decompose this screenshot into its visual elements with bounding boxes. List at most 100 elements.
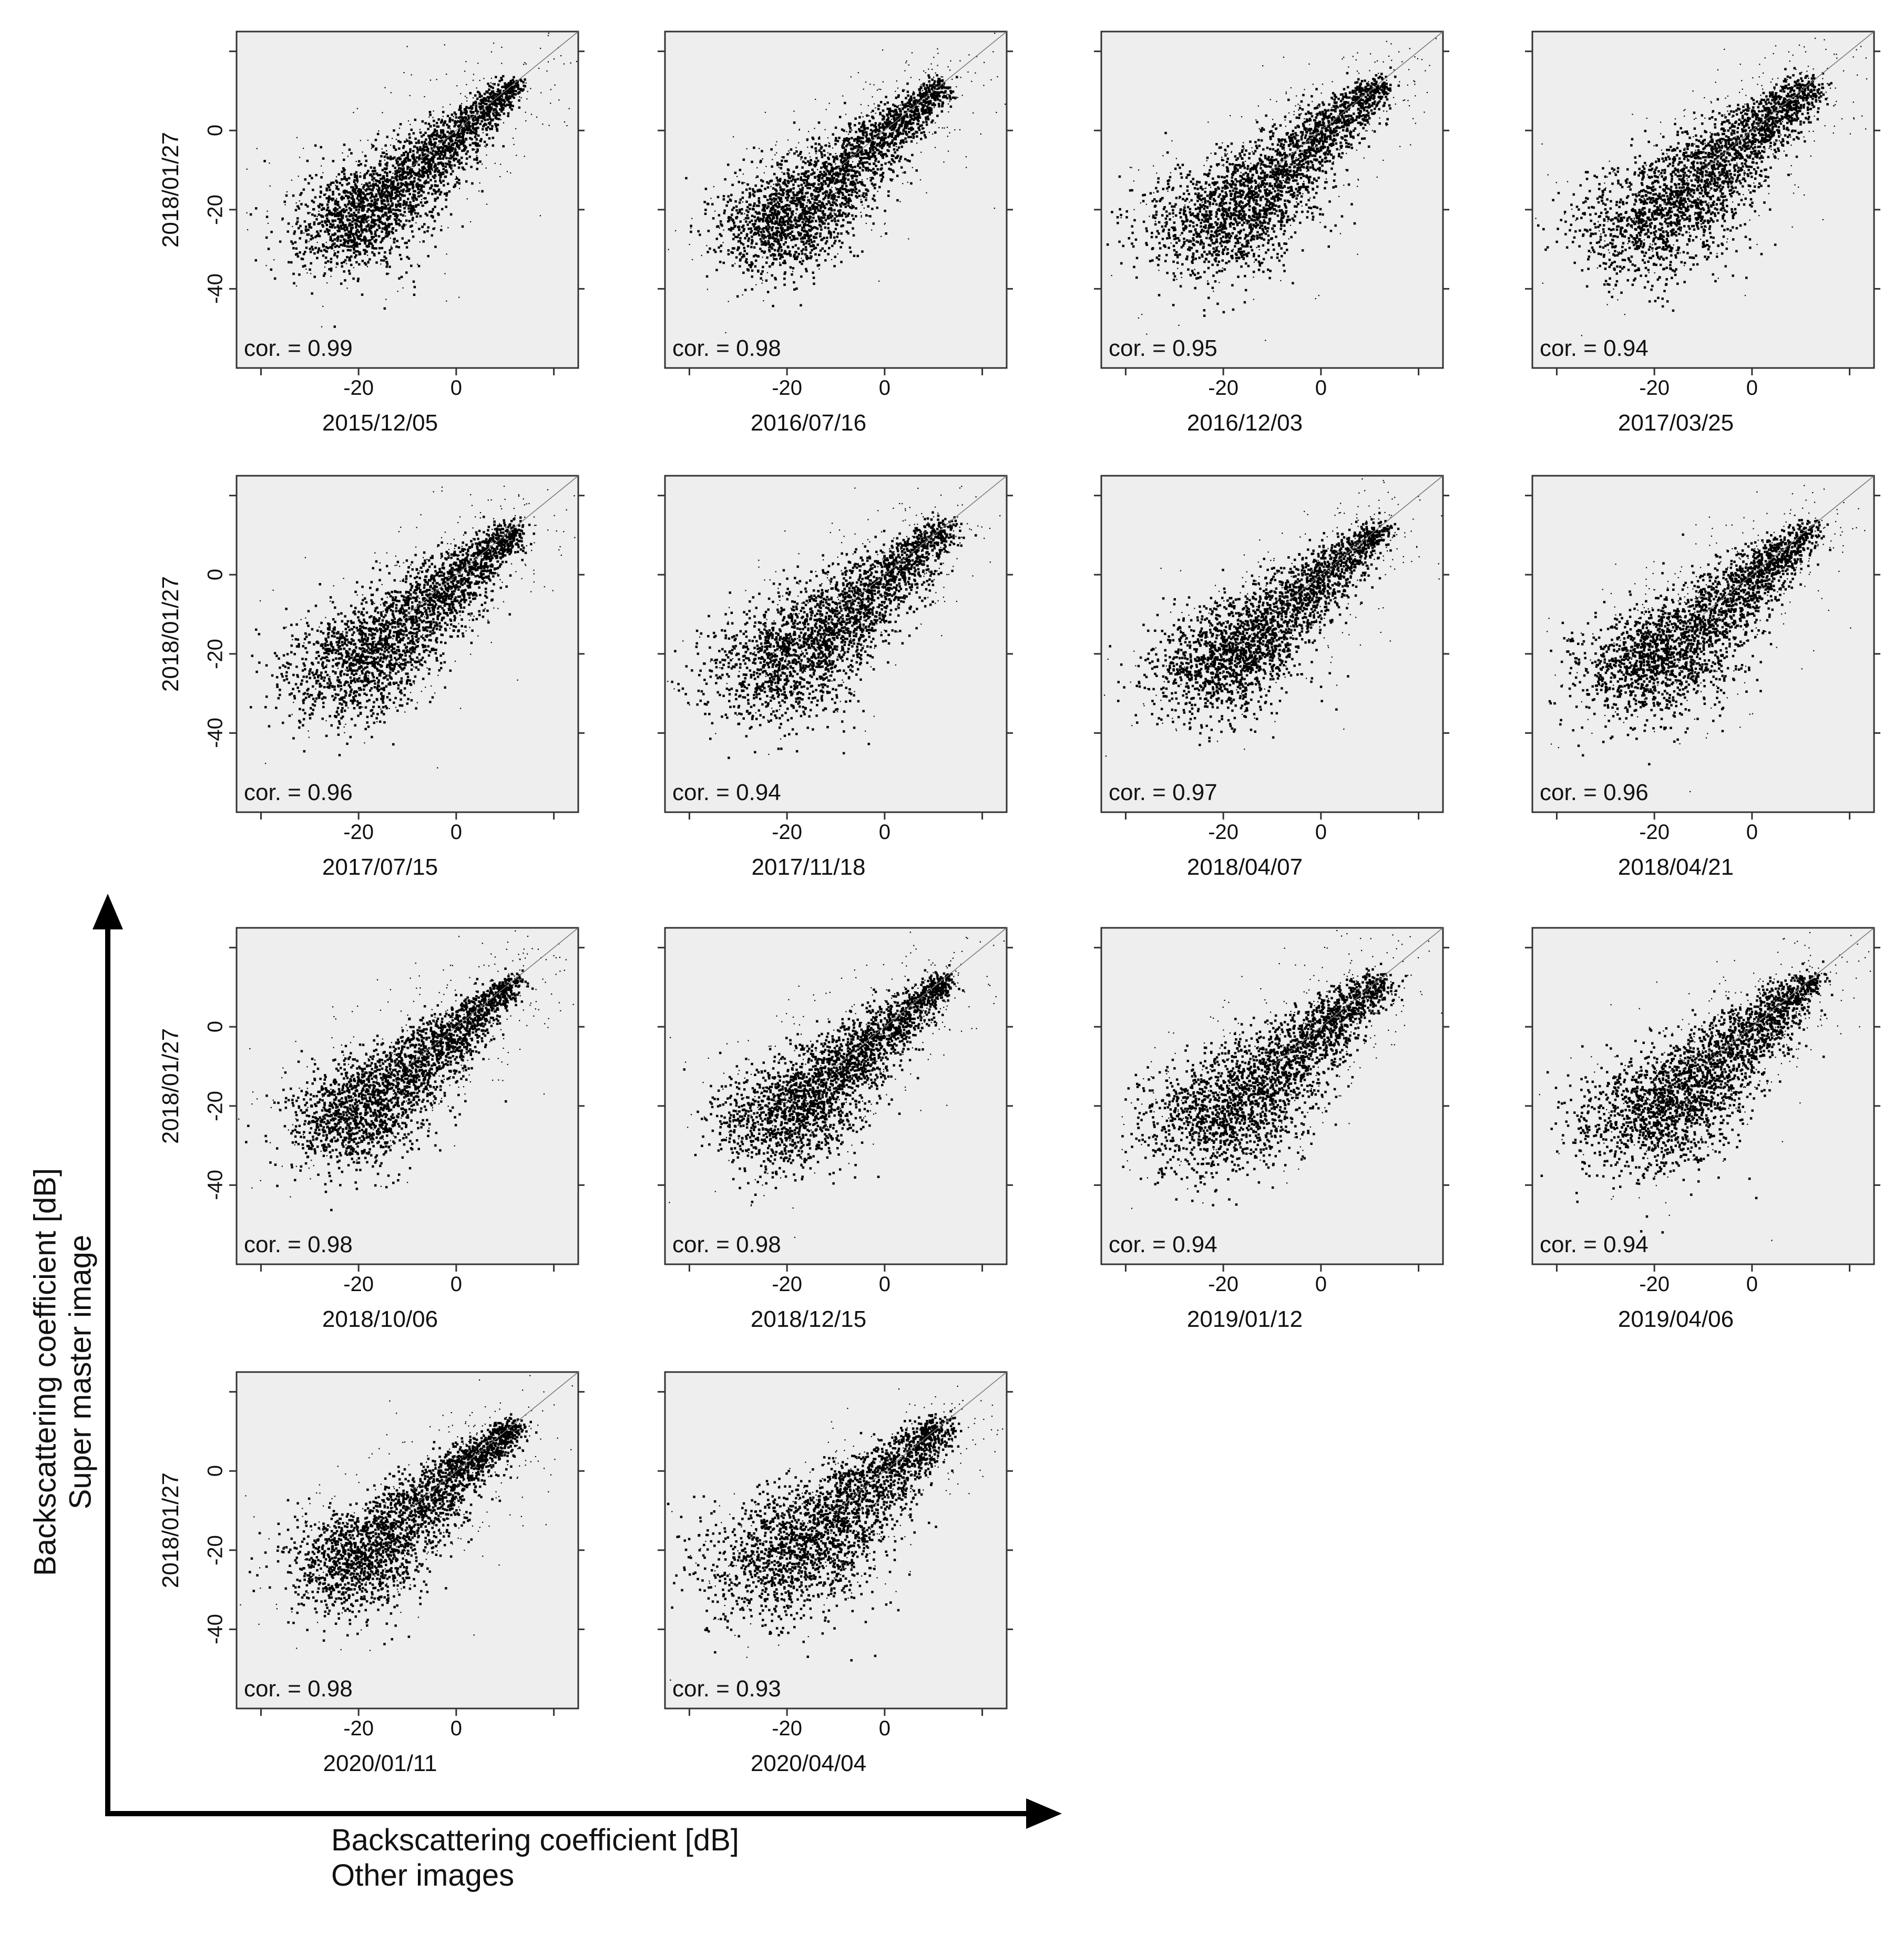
scatter-point <box>375 193 378 196</box>
scatter-point <box>467 118 468 120</box>
scatter-point <box>329 226 332 228</box>
scatter-point <box>783 272 786 275</box>
scatter-point <box>345 205 347 208</box>
scatter-point <box>495 114 498 117</box>
scatter-point <box>388 185 391 188</box>
scatter-point <box>446 124 448 126</box>
scatter-point <box>358 225 361 228</box>
scatter-point <box>828 230 831 233</box>
scatter-point <box>458 144 460 147</box>
scatter-point <box>332 181 335 184</box>
scatter-point <box>450 137 453 140</box>
scatter-point <box>314 144 317 147</box>
scatter-point <box>872 142 875 145</box>
scatter-point <box>872 153 875 156</box>
scatter-point <box>878 126 881 129</box>
scatter-point <box>387 211 390 214</box>
scatter-point <box>824 194 827 197</box>
scatter-point <box>360 172 361 173</box>
scatter-point <box>744 289 747 291</box>
scatter-point <box>818 177 821 180</box>
scatter-point <box>937 84 940 87</box>
scatter-point <box>919 86 922 89</box>
scatter-point <box>712 217 715 220</box>
scatter-point <box>801 172 803 175</box>
scatter-point <box>490 77 492 79</box>
scatter-point <box>479 182 480 184</box>
scatter-point <box>286 191 288 192</box>
scatter-point <box>353 248 355 251</box>
scatter-point <box>898 160 901 162</box>
scatter-point <box>433 156 436 158</box>
scatter-point <box>459 105 462 107</box>
scatter-point <box>371 148 372 149</box>
scatter-point <box>879 111 882 115</box>
scatter-point <box>757 225 760 228</box>
scatter-point <box>954 96 957 99</box>
scatter-point <box>754 222 756 225</box>
scatter-point <box>386 191 390 194</box>
scatter-point <box>478 95 481 98</box>
scatter-point <box>796 237 799 240</box>
scatter-point <box>429 179 432 181</box>
scatter-point <box>320 146 322 149</box>
scatter-point <box>900 120 904 123</box>
scatter-point <box>394 177 397 180</box>
scatter-point <box>473 101 475 104</box>
scatter-point <box>808 187 811 190</box>
scatter-point <box>834 182 836 185</box>
scatter-point <box>417 187 419 189</box>
scatter-point <box>824 182 827 185</box>
scatter-point <box>330 181 333 184</box>
scatter-point <box>364 252 366 255</box>
scatter-point <box>373 177 375 180</box>
scatter-point <box>510 108 514 111</box>
scatter-point <box>827 200 830 203</box>
scatter-point <box>907 105 910 107</box>
scatter-point <box>346 183 349 186</box>
scatter-point <box>473 127 475 130</box>
scatter-point <box>399 220 402 223</box>
scatter-point <box>871 145 874 148</box>
scatter-point <box>831 167 833 170</box>
scatter-point <box>896 149 899 151</box>
scatter-point <box>723 209 726 212</box>
scatter-point <box>465 61 467 63</box>
scatter-point <box>811 227 814 229</box>
scatter-point <box>849 251 852 253</box>
scatter-point <box>768 250 771 253</box>
scatter-point <box>351 203 354 207</box>
scatter-point <box>769 245 771 248</box>
scatter-point <box>465 109 466 111</box>
scatter-point <box>416 212 419 215</box>
scatter-point <box>349 191 351 194</box>
scatter-point <box>305 268 307 270</box>
scatter-point <box>893 144 895 147</box>
scatter-point <box>887 117 890 119</box>
scatter-point <box>885 232 887 235</box>
scatter-point <box>372 236 375 239</box>
scatter-point <box>326 229 330 232</box>
scatter-point <box>887 142 890 145</box>
scatter-point <box>810 159 812 161</box>
scatter-point <box>391 186 393 189</box>
scatter-point <box>341 170 344 173</box>
scatter-point <box>345 215 348 218</box>
scatter-point <box>469 110 472 113</box>
scatter-point <box>422 160 425 163</box>
scatter-point <box>783 262 786 264</box>
scatter-point <box>395 245 398 248</box>
scatter-point <box>868 156 871 159</box>
scatter-point <box>818 253 821 257</box>
scatter-point <box>387 195 390 197</box>
scatter-point <box>928 106 931 109</box>
scatter-point <box>790 175 793 178</box>
scatter-point <box>401 194 404 197</box>
scatter-point <box>855 188 857 190</box>
scatter-point <box>930 107 933 110</box>
scatter-point <box>355 202 357 204</box>
scatter-point <box>353 180 356 183</box>
scatter-point <box>771 217 774 220</box>
scatter-point <box>766 199 769 201</box>
scatter-point <box>795 226 799 229</box>
